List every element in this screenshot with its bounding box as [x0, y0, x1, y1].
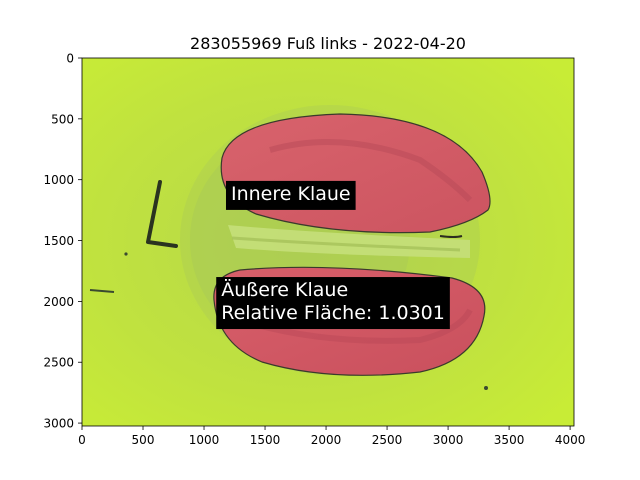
photo-image — [82, 58, 574, 426]
y-tick-label: 1000 — [43, 173, 74, 187]
y-tick-label: 0 — [66, 52, 74, 66]
y-tick-label: 500 — [51, 112, 74, 126]
y-tick-label: 3000 — [43, 417, 74, 431]
speck-right — [484, 386, 488, 390]
inner-claw-shade — [269, 139, 473, 203]
x-tick-label: 3500 — [494, 433, 525, 447]
x-tick-label: 1000 — [189, 433, 220, 447]
chart-title: 283055969 Fuß links - 2022-04-20 — [190, 34, 466, 53]
label-box — [216, 277, 450, 330]
inner-claw-label: Innere Klaue — [225, 180, 356, 210]
y-tick-label: 2000 — [43, 295, 74, 309]
y-tick-label: 2500 — [43, 356, 74, 370]
x-tick-label: 2000 — [311, 433, 342, 447]
x-tick-label: 500 — [132, 433, 155, 447]
x-tick-label: 4000 — [555, 433, 586, 447]
x-tick-label: 2500 — [372, 433, 403, 447]
outer-claw-shade — [239, 308, 473, 344]
speck-small — [124, 252, 128, 256]
label-text: Relative Fläche: 1.0301 — [221, 302, 445, 324]
speck-left — [89, 289, 115, 293]
marker-letter-l — [146, 180, 178, 248]
x-axis: 0 500 1000 1500 2000 2500 3000 3500 4000 — [78, 426, 585, 447]
y-axis: 0 500 1000 1500 2000 2500 3000 — [43, 52, 82, 431]
label-box — [225, 180, 356, 210]
y-tick-label: 1500 — [43, 234, 74, 248]
heel-stripe — [228, 225, 470, 258]
heel-stripe-shade — [231, 236, 461, 252]
x-tick-label: 3000 — [433, 433, 464, 447]
axes-frame — [81, 57, 575, 427]
x-tick-label: 1500 — [250, 433, 281, 447]
label-text: Innere Klaue — [231, 183, 351, 205]
claw-gap-line — [439, 235, 463, 238]
x-tick-label: 0 — [78, 433, 86, 447]
label-text: Äußere Klaue — [221, 278, 348, 301]
